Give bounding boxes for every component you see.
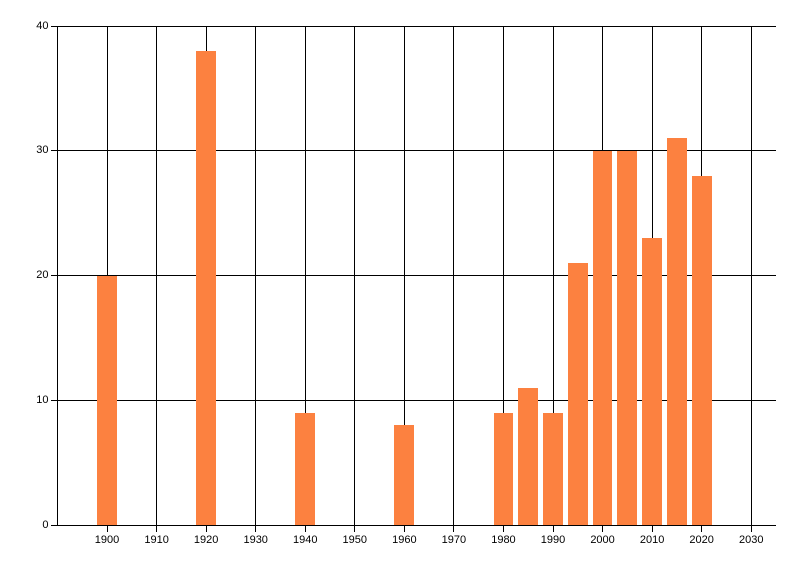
x-tick-label: 1930 <box>243 534 268 546</box>
x-gridline <box>255 26 257 532</box>
x-tick-label: 1900 <box>94 534 120 546</box>
y-tick-label: 40 <box>36 19 49 32</box>
x-tick-label: 2000 <box>590 534 615 546</box>
x-gridline <box>403 26 405 532</box>
bar-2010 <box>642 238 663 525</box>
x-tick-label: 1960 <box>392 534 417 546</box>
x-tick-label: 1910 <box>144 534 169 546</box>
x-tick-label: 2020 <box>689 534 714 546</box>
x-tick-label: 2010 <box>639 534 665 546</box>
y-tick-label: 0 <box>42 518 49 531</box>
x-gridline <box>156 26 158 532</box>
bar-2020 <box>691 175 712 525</box>
bar-1990 <box>543 412 563 525</box>
x-tick-label: 1990 <box>540 534 566 546</box>
y-gridline <box>50 275 776 276</box>
bar-2005 <box>617 150 638 525</box>
y-gridline <box>50 524 776 526</box>
y-gridline <box>50 25 776 27</box>
x-tick-label: 1970 <box>441 534 467 546</box>
bar-1900 <box>97 275 117 525</box>
bar-1920 <box>196 50 217 525</box>
x-gridline <box>453 26 455 532</box>
y-axis-line <box>57 26 58 525</box>
bar-1995 <box>567 263 588 525</box>
bar-1960 <box>394 425 415 525</box>
x-tick-label: 1980 <box>491 534 516 546</box>
x-tick-label: 1920 <box>193 534 219 546</box>
y-gridline <box>50 399 776 401</box>
x-gridline <box>502 26 504 532</box>
bar-2000 <box>592 150 613 525</box>
y-tick-label: 10 <box>36 393 49 406</box>
x-tick-label: 1940 <box>293 534 318 546</box>
x-tick-label: 2030 <box>738 534 764 546</box>
x-gridline <box>354 26 356 532</box>
x-gridline <box>750 26 752 532</box>
x-gridline <box>304 26 306 532</box>
y-gridline <box>50 150 776 152</box>
bar-1985 <box>518 387 539 525</box>
y-tick-label: 20 <box>36 269 49 281</box>
bar-1980 <box>493 412 514 525</box>
bar-2015 <box>666 138 687 525</box>
y-tick-label: 30 <box>36 144 49 157</box>
x-tick-label: 1950 <box>342 534 368 546</box>
x-gridline <box>552 26 554 532</box>
bar-1940 <box>295 412 316 525</box>
